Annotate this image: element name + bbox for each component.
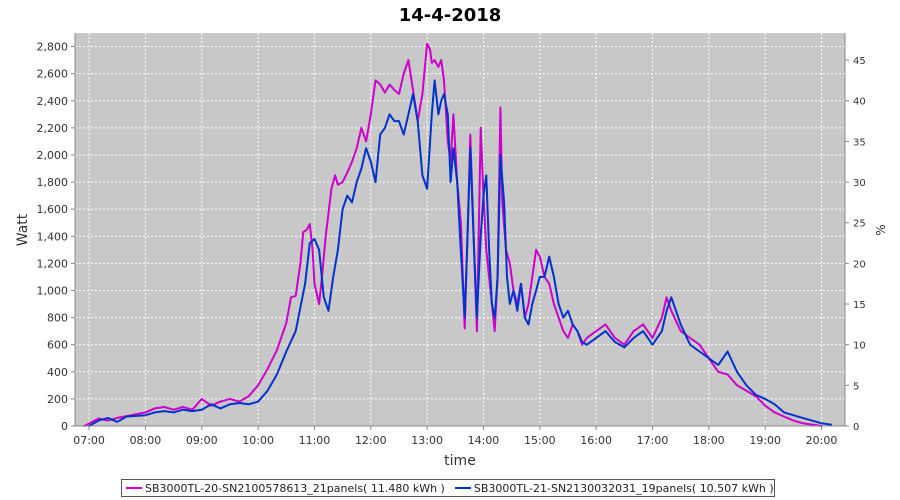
- y-tick-label: 2,400: [37, 95, 69, 108]
- x-tick-label: 09:00: [186, 434, 218, 447]
- legend-item-series-1: SB3000TL-20-SN2100578613_21panels( 11.48…: [126, 482, 445, 495]
- x-tick-label: 10:00: [242, 434, 274, 447]
- x-tick-label: 18:00: [693, 434, 725, 447]
- y2-tick-label: 45: [853, 56, 866, 67]
- y-tick-label: 2,000: [37, 149, 69, 162]
- y2-tick-label: 15: [853, 300, 866, 311]
- y2-tick-label: 10: [853, 341, 866, 352]
- y2-tick-label: 40: [853, 97, 866, 108]
- legend-item-series-2: SB3000TL-21-SN2130032031_19panels( 10.50…: [454, 481, 774, 495]
- legend-swatch-series-2: [454, 487, 471, 489]
- y2-axis-ticks: 0 5 10 15 20 25 30 35 40 45: [845, 56, 866, 433]
- y-tick-label: 2,600: [37, 68, 69, 81]
- y2-tick-label: 35: [853, 137, 866, 148]
- y2-tick-label: 25: [853, 219, 866, 230]
- y-tick-label: 200: [47, 393, 68, 406]
- y-tick-label: 1,800: [37, 176, 69, 189]
- y2-axis-title: %: [874, 224, 888, 235]
- y-axis-ticks: 0 200 400 600 800 1,000 1,200 1,400 1,600 1,800 2,…: [37, 41, 75, 433]
- x-tick-label: 20:00: [806, 434, 838, 447]
- x-tick-label: 08:00: [130, 434, 162, 447]
- y-tick-label: 800: [47, 312, 68, 325]
- grid-lines: [75, 33, 845, 426]
- x-tick-label: 11:00: [299, 434, 331, 447]
- series-layer: [83, 42, 832, 427]
- x-tick-label: 16:00: [580, 434, 612, 447]
- y-tick-label: 2,800: [37, 41, 69, 54]
- y-tick-label: 400: [47, 366, 68, 379]
- y-tick-label: 2,200: [37, 122, 69, 135]
- x-tick-label: 07:00: [73, 434, 105, 447]
- y-tick-label: 1,000: [37, 284, 69, 297]
- x-tick-label: 13:00: [411, 434, 443, 447]
- legend-label-series-2: SB3000TL-21-SN2130032031_19panels( 10.50…: [473, 481, 774, 495]
- legend-label-series-1: SB3000TL-20-SN2100578613_21panels( 11.48…: [145, 481, 445, 495]
- series-line-1: [83, 42, 823, 427]
- x-tick-label: 12:00: [355, 434, 387, 447]
- series-line-2: [88, 79, 832, 427]
- x-axis-ticks: 07:00 08:00 09:00 10:00 11:00 12:00 13:00 14:00…: [73, 426, 837, 447]
- y2-tick-label: 5: [853, 381, 859, 392]
- x-tick-label: 17:00: [637, 434, 669, 447]
- y2-tick-label: 30: [853, 178, 866, 189]
- x-tick-label: 14:00: [468, 434, 500, 447]
- legend: SB3000TL-20-SN2100578613_21panels( 11.48…: [121, 479, 775, 497]
- y-tick-label: 1,600: [37, 203, 69, 216]
- y2-tick-label: 20: [853, 259, 866, 270]
- y-tick-label: 1,400: [37, 230, 69, 243]
- x-tick-label: 19:00: [749, 434, 781, 447]
- y2-tick-label: 0: [853, 422, 859, 433]
- legend-swatch-series-1: [126, 487, 142, 489]
- x-axis-title: time: [444, 453, 476, 469]
- y-tick-label: 1,200: [37, 257, 69, 270]
- y-tick-label: 0: [61, 420, 68, 433]
- chart-title: 14-4-2018: [399, 5, 502, 26]
- y-axis-title: Watt: [15, 213, 31, 246]
- y-tick-label: 600: [47, 339, 68, 352]
- x-tick-label: 15:00: [524, 434, 556, 447]
